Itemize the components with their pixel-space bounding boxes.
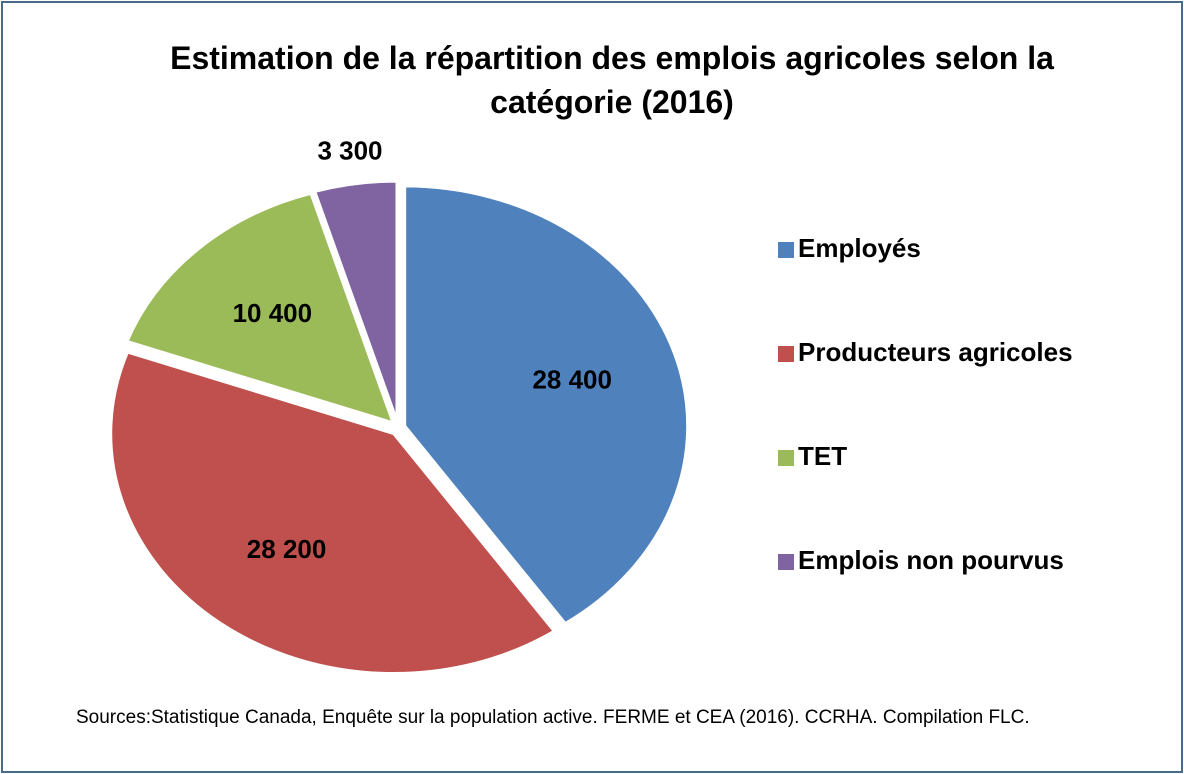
chart-title: Estimation de la répartition des emplois…: [170, 40, 1054, 120]
legend-swatch: [778, 554, 794, 570]
legend-swatch: [778, 450, 794, 466]
legend-label: Emplois non pourvus: [798, 545, 1064, 575]
pie-slice: [109, 350, 557, 676]
data-label: 28 200: [247, 534, 327, 564]
pie-slice: [403, 184, 690, 626]
legend-label: Employés: [798, 233, 921, 263]
source-note: Sources:Statistique Canada, Enquête sur …: [76, 707, 1030, 728]
legend-swatch: [778, 346, 794, 362]
data-label: 10 400: [233, 298, 313, 328]
data-label: 28 400: [532, 365, 612, 395]
legend-swatch: [778, 242, 794, 258]
pie-slice: [124, 191, 396, 426]
legend-label: Producteurs agricoles: [798, 337, 1073, 367]
pie-slice: [312, 179, 399, 422]
data-label: 3 300: [317, 136, 382, 166]
legend-label: TET: [798, 441, 847, 471]
